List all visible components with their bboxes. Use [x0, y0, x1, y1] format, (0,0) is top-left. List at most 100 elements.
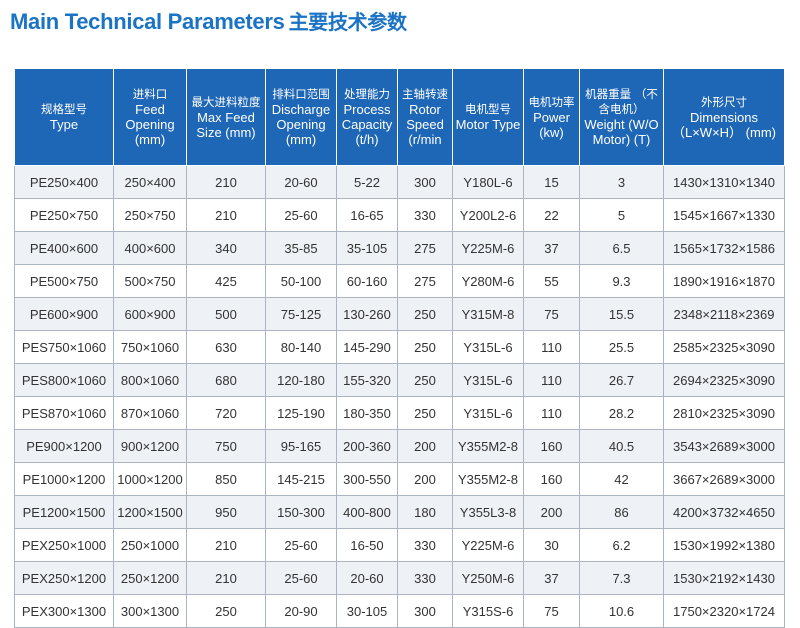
parameters-table: 规格型号 Type 进料口 Feed Opening (mm) 最大进料粒度 Max Fe… — [14, 68, 785, 628]
table-row: PEX300×1300 300×1300 250 20-90 30-105 300 Y315… — [14, 594, 785, 628]
table-row: PE1200×1500 1200×1500 950 150-300 400-800 180… — [14, 495, 785, 529]
table-cell: 900×1200 — [113, 429, 187, 463]
table-cell: 2810×2325×3090 — [663, 396, 785, 430]
column-header-cn: 机器重量 （不含电机） — [585, 87, 658, 116]
table-cell: 1565×1732×1586 — [663, 231, 785, 265]
table-cell: Y355M2-8 — [452, 462, 524, 496]
table-cell: 300 — [397, 594, 453, 628]
table-cell: 800×1060 — [113, 363, 187, 397]
table-cell: 50-100 — [265, 264, 337, 298]
table-cell: 9.3 — [579, 264, 664, 298]
table-cell: 720 — [186, 396, 266, 430]
table-row: PE400×600 400×600 340 35-85 35-105 275 Y225M-6… — [14, 231, 785, 265]
table-cell: 35-105 — [336, 231, 398, 265]
table-row: PE900×1200 900×1200 750 95-165 200-360 200 Y35… — [14, 429, 785, 463]
table-cell: PEX250×1000 — [14, 528, 114, 562]
table-cell: 600×900 — [113, 297, 187, 331]
table-cell: 160 — [523, 462, 580, 496]
table-cell: 400×600 — [113, 231, 187, 265]
title-en: Main Technical Parameters — [10, 9, 285, 34]
table-row: PE250×750 250×750 210 25-60 16-65 330 Y200L2-6… — [14, 198, 785, 232]
table-cell: 60-160 — [336, 264, 398, 298]
table-cell: 6.5 — [579, 231, 664, 265]
column-header: 主轴转速 Rotor Speed (r/min — [397, 68, 453, 166]
table-cell: 35-85 — [265, 231, 337, 265]
table-cell: PEX300×1300 — [14, 594, 114, 628]
table-cell: 25-60 — [265, 561, 337, 595]
table-cell: 250 — [397, 330, 453, 364]
table-cell: 28.2 — [579, 396, 664, 430]
column-header: 排料口范围 Discharge Opening (mm) — [265, 68, 337, 166]
table-cell: 125-190 — [265, 396, 337, 430]
table-cell: Y315L-6 — [452, 330, 524, 364]
column-header-en: Weight (W/O Motor) (T) — [584, 117, 659, 147]
column-header-en: Motor Type — [455, 117, 521, 132]
table-cell: 750×1060 — [113, 330, 187, 364]
table-cell: 30-105 — [336, 594, 398, 628]
table-cell: PE250×400 — [14, 165, 114, 199]
table-cell: 3543×2689×3000 — [663, 429, 785, 463]
table-body: PE250×400 250×400 210 20-60 5-22 300 Y180L-6 15… — [14, 165, 785, 628]
table-cell: 5 — [579, 198, 664, 232]
table-cell: 275 — [397, 264, 453, 298]
table-cell: 95-165 — [265, 429, 337, 463]
column-header-en: Power (kw) — [533, 109, 570, 140]
column-header-cn: 电机功率 — [528, 94, 575, 109]
table-cell: Y200L2-6 — [452, 198, 524, 232]
table-row: PE500×750 500×750 425 50-100 60-160 275 Y280M-… — [14, 264, 785, 298]
table-cell: 4200×3732×4650 — [663, 495, 785, 529]
table-cell: 3667×2689×3000 — [663, 462, 785, 496]
table-cell: 200-360 — [336, 429, 398, 463]
table-cell: 30 — [523, 528, 580, 562]
table-cell: 250 — [397, 297, 453, 331]
column-header: 外形尺寸 Dimensions （L×W×H） (mm) — [663, 68, 785, 166]
table-cell: 275 — [397, 231, 453, 265]
table-cell: 110 — [523, 330, 580, 364]
table-cell: PE250×750 — [14, 198, 114, 232]
table-row: PES800×1060 800×1060 680 120-180 155-320 250 Y… — [14, 363, 785, 397]
column-header-cn: 主轴转速 — [402, 87, 448, 101]
table-cell: Y225M-6 — [452, 231, 524, 265]
table-cell: 250 — [186, 594, 266, 628]
table-cell: 25-60 — [265, 198, 337, 232]
column-header-cn: 外形尺寸 — [701, 94, 747, 109]
table-cell: 2585×2325×3090 — [663, 330, 785, 364]
table-cell: 37 — [523, 231, 580, 265]
table-cell: 330 — [397, 528, 453, 562]
column-header-en: Dimensions （L×W×H） (mm) — [671, 109, 776, 140]
table-cell: 1000×1200 — [113, 462, 187, 496]
table-cell: 75 — [523, 594, 580, 628]
table-cell: 15.5 — [579, 297, 664, 331]
table-cell: 3 — [579, 165, 664, 199]
table-cell: 20-90 — [265, 594, 337, 628]
table-cell: 250 — [397, 396, 453, 430]
table-cell: 200 — [523, 495, 580, 529]
table-cell: 210 — [186, 165, 266, 199]
table-cell: PE400×600 — [14, 231, 114, 265]
table-cell: PE600×900 — [14, 297, 114, 331]
table-cell: 42 — [579, 462, 664, 496]
table-cell: 2348×2118×2369 — [663, 297, 785, 331]
column-header-cn: 处理能力 — [344, 87, 390, 101]
column-header-en: Max Feed Size (mm) — [196, 109, 256, 140]
table-cell: 300-550 — [336, 462, 398, 496]
table-cell: Y355L3-8 — [452, 495, 524, 529]
column-header-cn: 规格型号 — [41, 102, 87, 116]
table-cell: Y315L-6 — [452, 363, 524, 397]
table-row: PES750×1060 750×1060 630 80-140 145-290 250 Y3… — [14, 330, 785, 364]
table-cell: 120-180 — [265, 363, 337, 397]
column-header-en: Rotor Speed (r/min — [406, 102, 444, 147]
table-cell: PES800×1060 — [14, 363, 114, 397]
table-cell: PEX250×1200 — [14, 561, 114, 595]
table-cell: 1545×1667×1330 — [663, 198, 785, 232]
table-cell: 250×750 — [113, 198, 187, 232]
table-cell: 210 — [186, 528, 266, 562]
table-cell: 86 — [579, 495, 664, 529]
table-cell: 300×1300 — [113, 594, 187, 628]
table-cell: Y315L-6 — [452, 396, 524, 430]
table-cell: 10.6 — [579, 594, 664, 628]
table-cell: 6.2 — [579, 528, 664, 562]
table-cell: 870×1060 — [113, 396, 187, 430]
table-cell: Y315M-8 — [452, 297, 524, 331]
table-row: PEX250×1200 250×1200 210 25-60 20-60 330 Y250M… — [14, 561, 785, 595]
